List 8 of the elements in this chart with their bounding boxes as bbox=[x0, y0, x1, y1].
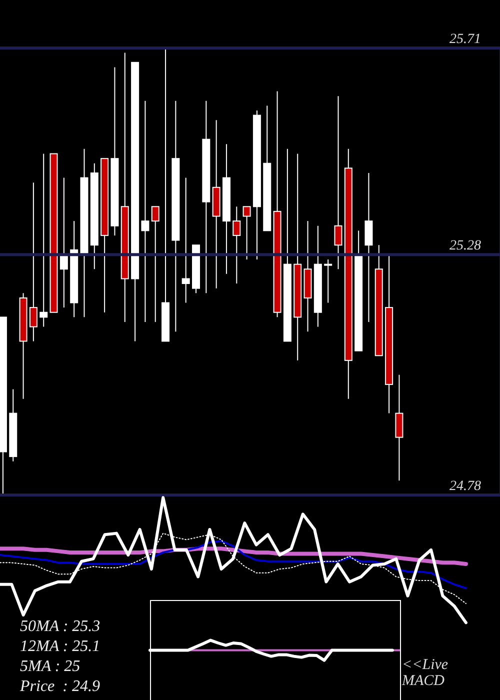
y-tick-label: 24.78 bbox=[450, 479, 481, 494]
text: 5MA : 25 bbox=[20, 658, 80, 675]
y-tick-label: 25.28 bbox=[450, 238, 481, 254]
annotation: 50MA : 25.3 bbox=[20, 618, 100, 635]
text: 12MA : 25.1 bbox=[20, 638, 100, 655]
y-tick-label: 25.71 bbox=[450, 32, 481, 47]
text: Price : 24.9 bbox=[20, 678, 100, 695]
text: <<Live MACD bbox=[402, 657, 450, 689]
